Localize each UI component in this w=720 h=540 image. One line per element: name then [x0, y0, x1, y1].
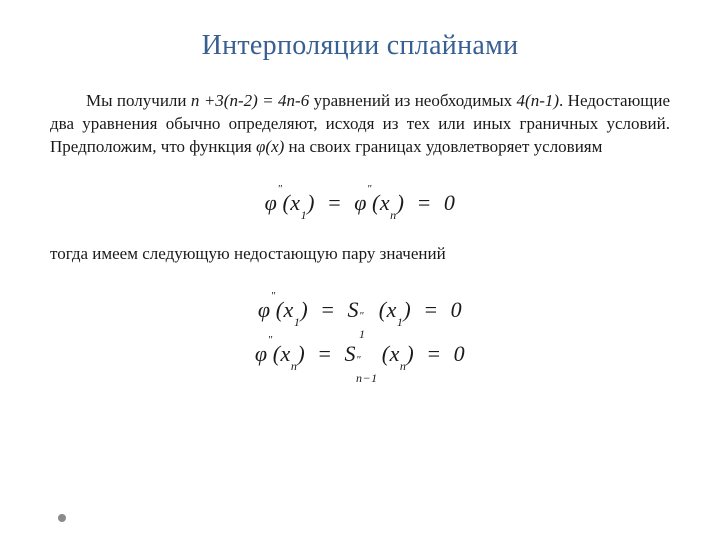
var-x: x: [390, 341, 400, 366]
eq-sign: =: [416, 190, 431, 215]
text-run-italic: φ(x): [256, 137, 284, 156]
var-x: x: [380, 190, 390, 215]
double-prime: ": [367, 183, 372, 195]
sub-n: n: [390, 208, 397, 222]
equation-block-2: φ"(x1) = S"1(x1) = 0 φ"(xn) = S"n−1 (xn)…: [50, 288, 670, 376]
slide-title: Интерполяции сплайнами: [50, 30, 670, 62]
text-run: на своих границах удовлетворяет условиям: [284, 137, 602, 156]
phi: φ: [255, 341, 268, 366]
var-x: x: [284, 297, 294, 322]
eq-sign: =: [320, 297, 335, 322]
eq-sign: =: [317, 341, 332, 366]
var-S: S: [345, 341, 357, 366]
sub-1: 1: [294, 315, 301, 329]
lparen: (: [372, 190, 380, 215]
phi: φ: [258, 297, 271, 322]
lparen: (: [382, 341, 390, 366]
slide: Интерполяции сплайнами Мы получили n +3(…: [0, 0, 720, 540]
zero: 0: [451, 297, 463, 322]
zero: 0: [454, 341, 466, 366]
text-run-italic: n +3(n-2) = 4n-6: [191, 91, 309, 110]
equation-1: φ"(x1) = φ"(xn) = 0: [265, 181, 456, 225]
paragraph-1: Мы получили n +3(n-2) = 4n-6 уравнений и…: [50, 90, 670, 159]
rparen: ): [397, 190, 405, 215]
lparen: (: [276, 297, 284, 322]
phi: φ: [265, 190, 278, 215]
rparen: ): [403, 297, 411, 322]
sub-n: n: [291, 359, 298, 373]
lparen: (: [273, 341, 281, 366]
double-prime: ": [268, 334, 273, 346]
lparen: (: [379, 297, 387, 322]
var-x: x: [281, 341, 291, 366]
sub-1: 1: [397, 315, 404, 329]
eq-sign: =: [426, 341, 441, 366]
sub-nm1: n−1: [356, 366, 378, 390]
eq-sign: =: [423, 297, 438, 322]
var-x: x: [290, 190, 300, 215]
zero: 0: [444, 190, 456, 215]
sub-n: n: [400, 359, 407, 373]
equation-2a: φ"(x1) = S"1(x1) = 0: [258, 288, 462, 332]
var-x: x: [387, 297, 397, 322]
sub-1: 1: [359, 322, 366, 346]
text-run: уравнений из необходимых: [309, 91, 516, 110]
eq-sign: =: [327, 190, 342, 215]
rparen: ): [406, 341, 414, 366]
phi: φ: [354, 190, 367, 215]
sub-1: 1: [301, 208, 308, 222]
text-run: Мы получили: [86, 91, 191, 110]
rparen: ): [307, 190, 315, 215]
double-prime: ": [271, 290, 276, 302]
slide-bullet-icon: [58, 514, 66, 522]
equation-block-1: φ"(x1) = φ"(xn) = 0: [50, 181, 670, 225]
paragraph-2: тогда имеем следующую недостающую пару з…: [50, 243, 670, 266]
rparen: ): [300, 297, 308, 322]
var-S: S: [348, 297, 360, 322]
double-prime: ": [277, 183, 282, 195]
text-run-italic: 4(n-1): [517, 91, 559, 110]
rparen: ): [297, 341, 305, 366]
